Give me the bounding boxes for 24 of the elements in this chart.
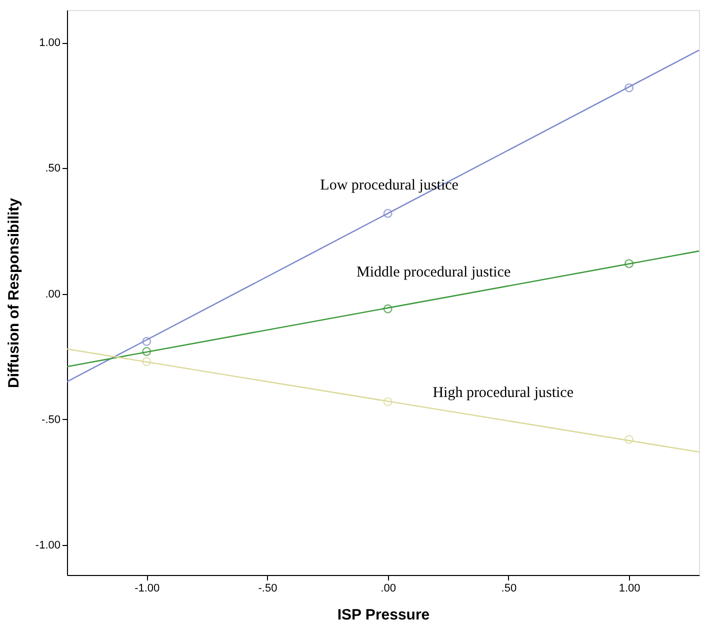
- y-tick-label: -.50: [42, 414, 60, 426]
- point: [142, 357, 152, 366]
- point: [383, 397, 392, 406]
- y-tick-label: .00: [45, 288, 60, 300]
- point: [624, 83, 634, 92]
- x-tick-label: 1.00: [618, 582, 640, 594]
- y-axis-title: Diffusion of Responsibility: [5, 197, 22, 388]
- point: [624, 259, 634, 268]
- x-axis-title: ISP Pressure: [337, 606, 430, 624]
- x-tick-label: .00: [380, 582, 396, 594]
- point: [383, 208, 392, 218]
- point: [142, 336, 152, 346]
- point: [383, 304, 392, 314]
- point: [624, 434, 634, 444]
- series-label: Middle procedural justice: [356, 264, 511, 281]
- x-tick-label: -1.00: [134, 582, 160, 594]
- series-label: High procedural justice: [432, 385, 574, 402]
- series-label: Low procedural justice: [320, 178, 459, 194]
- y-tick-label: -1.00: [35, 539, 60, 552]
- x-tick-label: -.50: [258, 582, 278, 594]
- x-tick-label: .50: [501, 582, 517, 594]
- y-tick-label: .50: [45, 162, 60, 175]
- point: [142, 346, 152, 356]
- y-tick-label: 1.00: [39, 37, 60, 50]
